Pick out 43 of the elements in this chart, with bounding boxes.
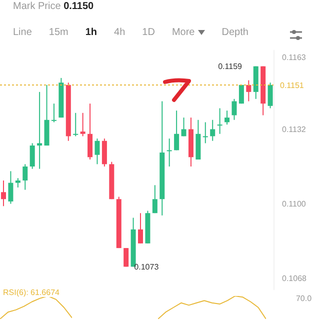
annotation: 0.1073 bbox=[134, 262, 160, 272]
candlestick bbox=[181, 117, 186, 137]
text: Depth bbox=[222, 27, 248, 38]
y-tick-label: 0.1132 bbox=[282, 125, 306, 134]
candlestick bbox=[210, 119, 216, 142]
text: Line bbox=[13, 27, 32, 38]
candlestick bbox=[232, 98, 237, 120]
text: More bbox=[172, 27, 196, 38]
candlestick bbox=[94, 138, 100, 165]
candlestick bbox=[224, 110, 230, 126]
candlestick bbox=[80, 112, 86, 137]
ref-line-label: 0.1151 bbox=[280, 80, 304, 90]
candlestick bbox=[30, 142, 35, 170]
candlestick bbox=[217, 108, 222, 134]
candlestick bbox=[124, 248, 129, 268]
candlestick bbox=[22, 164, 28, 190]
text: 1D bbox=[142, 27, 155, 38]
candlestick bbox=[15, 178, 20, 188]
text: 15m bbox=[48, 27, 68, 38]
text: Mark Price bbox=[13, 1, 61, 12]
candlestick bbox=[174, 110, 180, 151]
candlestick bbox=[102, 138, 107, 168]
candlestick bbox=[246, 80, 252, 102]
y-tick-label: 0.1068 bbox=[282, 274, 308, 284]
candlestick bbox=[1, 180, 6, 207]
y-tick-label: 0.1100 bbox=[282, 200, 306, 209]
text: 4h bbox=[114, 27, 126, 38]
candlestick bbox=[268, 82, 273, 109]
chart-title: RSI(6): 61.6674 bbox=[3, 288, 60, 297]
text: 70.0 bbox=[296, 294, 312, 303]
candlestick bbox=[166, 138, 172, 168]
candlestick bbox=[152, 184, 158, 214]
candlestick bbox=[88, 103, 93, 160]
text: 0.1150 bbox=[64, 1, 94, 12]
candlestick bbox=[202, 122, 208, 144]
candlestick bbox=[73, 112, 78, 137]
annotation: 0.1159 bbox=[218, 62, 243, 72]
candlestick bbox=[138, 212, 143, 244]
candlestick bbox=[51, 103, 56, 123]
candlestick bbox=[37, 91, 42, 170]
y-tick-label: 0.1163 bbox=[282, 52, 306, 62]
text: 1h bbox=[85, 27, 98, 38]
candlestick bbox=[8, 170, 14, 204]
